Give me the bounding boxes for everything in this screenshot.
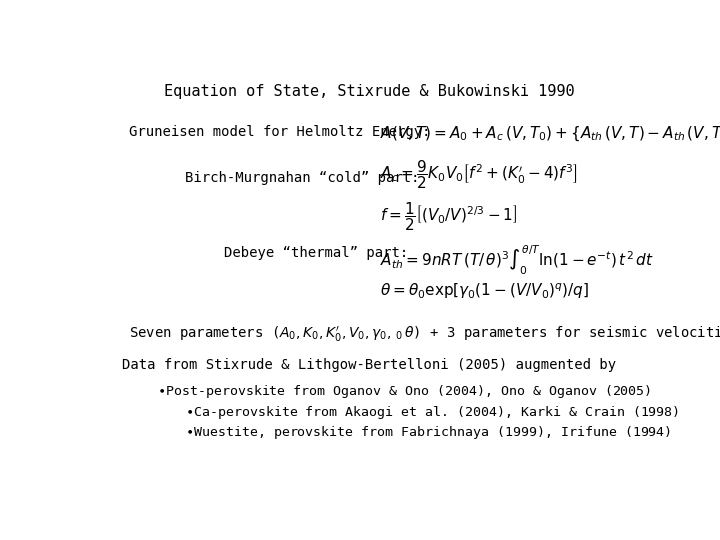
Text: $\theta = \theta_0\exp\!\left[\gamma_0\left(1 - (V/V_0)^q\right)/q\right]$: $\theta = \theta_0\exp\!\left[\gamma_0\l… [380, 282, 590, 301]
Text: Seven parameters ($A_0, K_0, K_0^\prime, V_0, \gamma_0,\,_0\,\theta$) + 3 parame: Seven parameters ($A_0, K_0, K_0^\prime,… [129, 325, 720, 344]
Text: $A_{th} = 9nRT\,(T/\,\theta)^3\int_0^{\theta/T}\ln(1-e^{-t})\,t^2\,dt$: $A_{th} = 9nRT\,(T/\,\theta)^3\int_0^{\t… [380, 244, 654, 277]
Text: $f = \dfrac{1}{2}\left[(V_0/V)^{2/3} - 1\right]$: $f = \dfrac{1}{2}\left[(V_0/V)^{2/3} - 1… [380, 200, 518, 233]
Text: $A_c = \dfrac{9}{2}K_0V_0\left[f^2 + (K_0^\prime - 4)f^3\right]$: $A_c = \dfrac{9}{2}K_0V_0\left[f^2 + (K_… [380, 158, 577, 191]
Text: Data from Stixrude & Lithgow-Bertelloni (2005) augmented by: Data from Stixrude & Lithgow-Bertelloni … [122, 358, 616, 372]
Text: Gruneisen model for Helmoltz Energy:: Gruneisen model for Helmoltz Energy: [129, 125, 431, 139]
Text: $\bullet$Post-perovskite from Oganov & Ono (2004), Ono & Oganov (2005): $\bullet$Post-perovskite from Oganov & O… [157, 383, 651, 400]
Text: Equation of State, Stixrude & Bukowinski 1990: Equation of State, Stixrude & Bukowinski… [163, 84, 575, 98]
Text: $\bullet$Ca-perovskite from Akaogi et al. (2004), Karki & Crain (1998): $\bullet$Ca-perovskite from Akaogi et al… [185, 404, 679, 421]
Text: $\bullet$Wuestite, perovskite from Fabrichnaya (1999), Irifune (1994): $\bullet$Wuestite, perovskite from Fabri… [185, 424, 671, 442]
Text: Debeye “thermal” part:: Debeye “thermal” part: [224, 246, 408, 260]
Text: $A(V,T) = A_0 + A_c\,(V,T_0) + \{A_{th}\,(V,T) - A_{th}\,(V,T_0)\}$: $A(V,T) = A_0 + A_c\,(V,T_0) + \{A_{th}\… [380, 125, 720, 144]
Text: Birch-Murgnahan “cold” part:: Birch-Murgnahan “cold” part: [185, 171, 419, 185]
